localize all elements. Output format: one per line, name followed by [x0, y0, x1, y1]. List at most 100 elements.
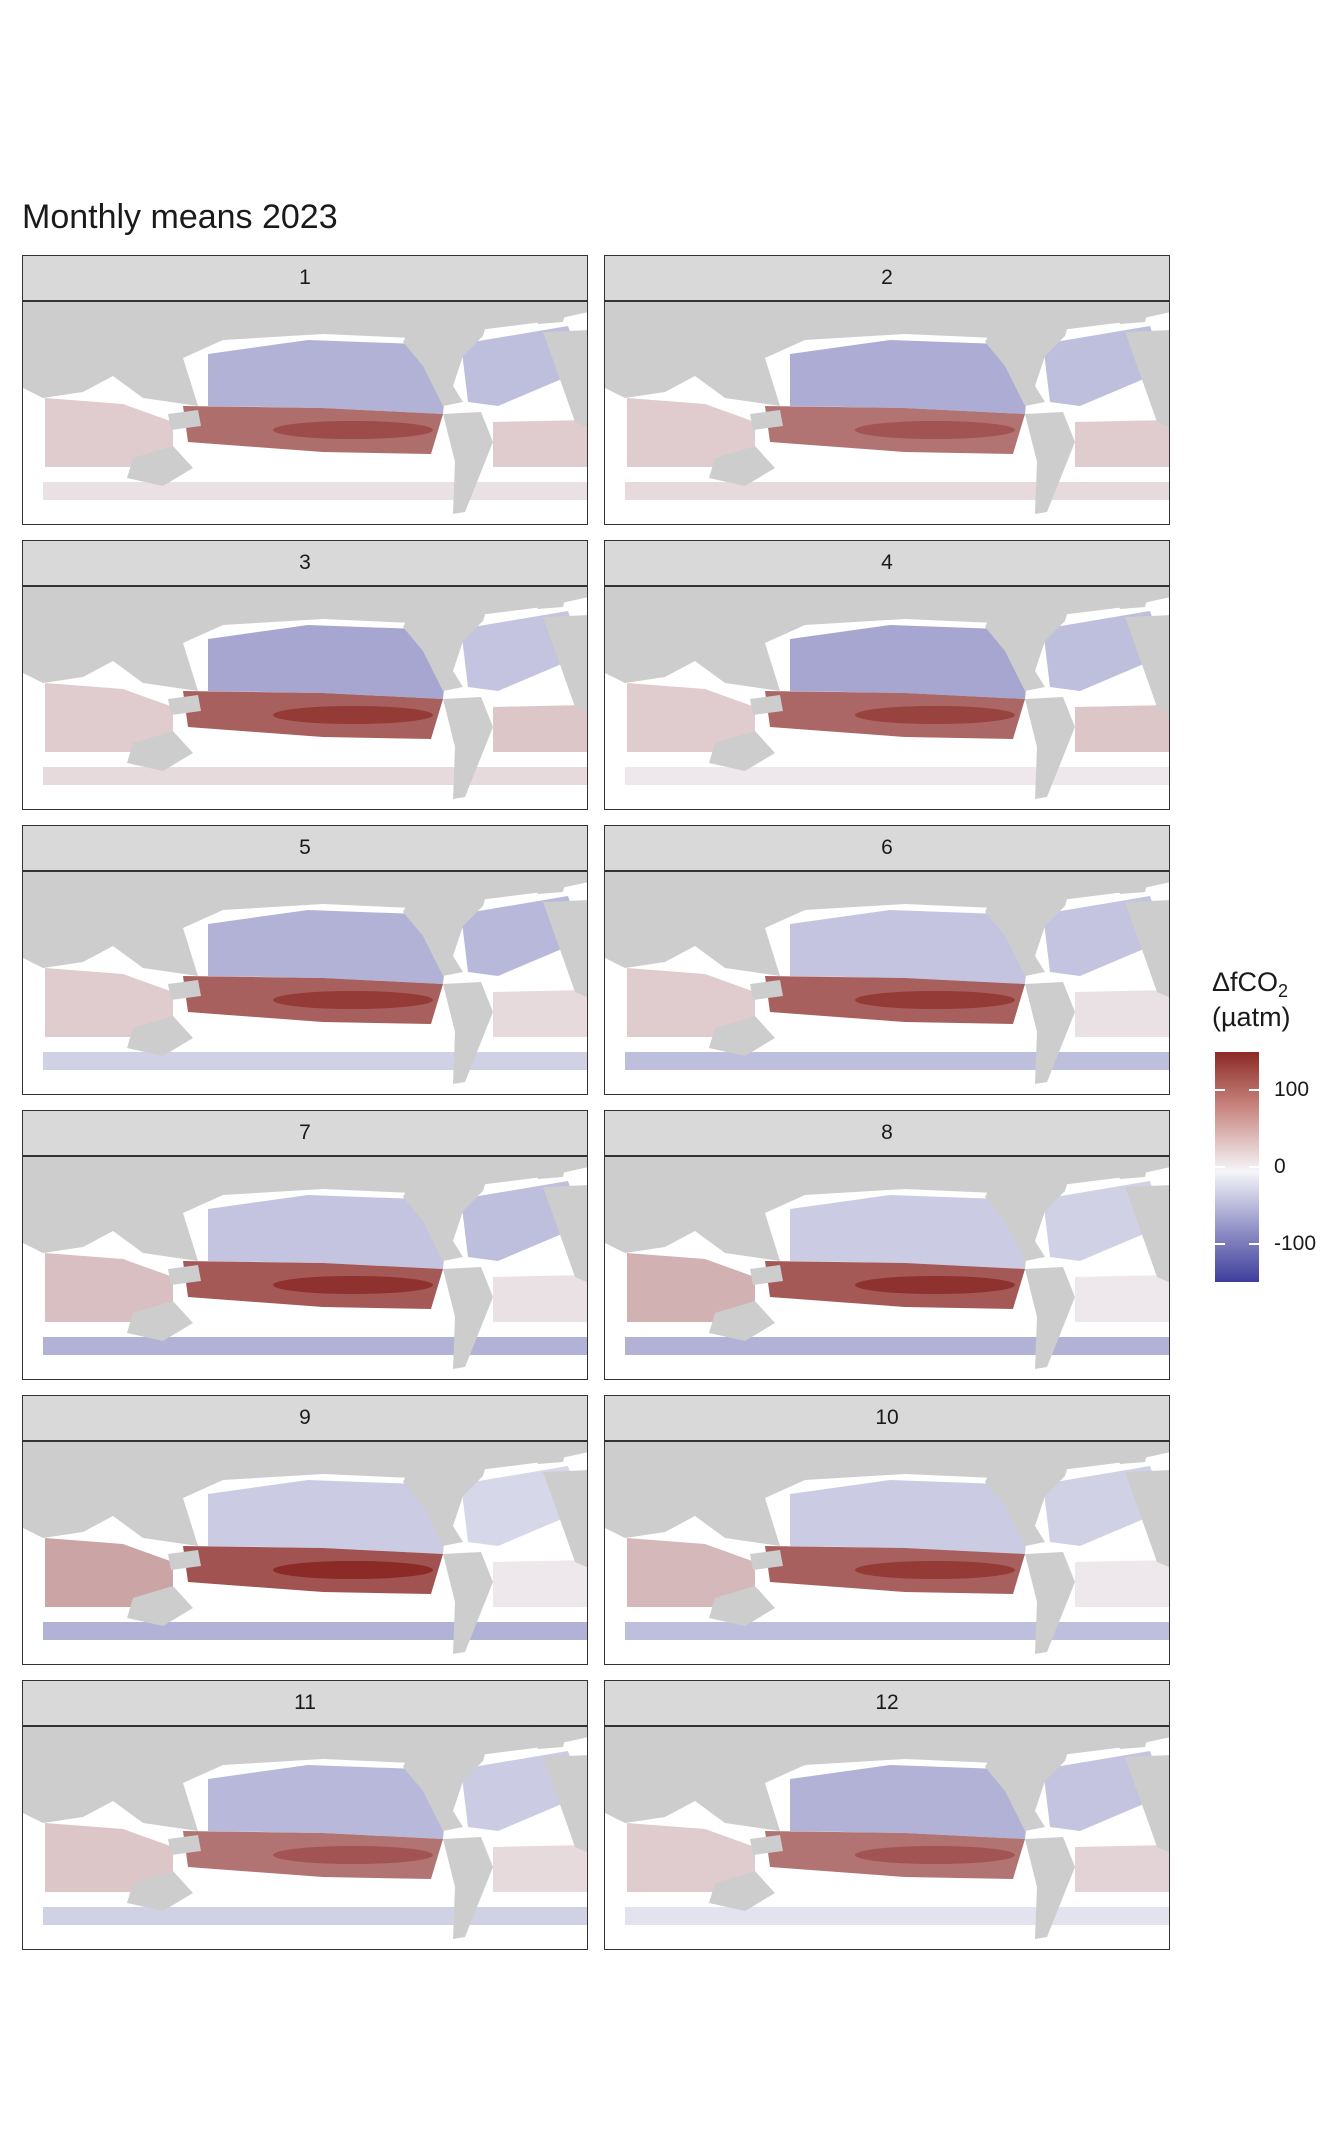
eq-pacific-core [273, 991, 433, 1009]
facet-strip-label: 6 [605, 826, 1169, 872]
eq-pacific-core [273, 421, 433, 439]
maritime-continent-landmass [750, 1265, 783, 1285]
ocean-region-n-pacific [790, 625, 1030, 699]
facet-panel: 2 [604, 255, 1170, 525]
africa-landmass [543, 1185, 587, 1283]
north-america-landmass [985, 587, 1075, 691]
facet-strip-label: 9 [23, 1396, 587, 1442]
maritime-continent-landmass [168, 695, 201, 715]
ocean-region-indian [45, 683, 173, 752]
greenland-landmass [1110, 302, 1150, 324]
facet-strip-label: 5 [23, 826, 587, 872]
north-america-landmass [403, 587, 493, 691]
facet-strip-label: 8 [605, 1111, 1169, 1157]
ocean-region-s-ocean [625, 482, 1169, 500]
eq-pacific-core [855, 991, 1015, 1009]
facet-panel: 12 [604, 1680, 1170, 1950]
south-america-landmass [1025, 1267, 1075, 1369]
ocean-region-s-ocean [43, 767, 587, 785]
ocean-region-indian [627, 683, 755, 752]
facet-strip-label: 1 [23, 256, 587, 302]
ocean-region-s-atlantic [1075, 990, 1169, 1037]
greenland-landmass [528, 1442, 568, 1464]
facet-strip-label: 10 [605, 1396, 1169, 1442]
ocean-region-s-atlantic [1075, 420, 1169, 467]
north-america-landmass [403, 1157, 493, 1261]
ocean-region-n-pacific [208, 1195, 448, 1269]
ocean-region-indian [627, 1253, 755, 1322]
legend-tick-left [1215, 1089, 1225, 1092]
south-america-landmass [443, 1552, 493, 1654]
south-america-landmass [1025, 412, 1075, 514]
eq-pacific-core [273, 1846, 433, 1864]
legend-title: ΔfCO2 [1212, 967, 1289, 1001]
map-heatmap [23, 302, 587, 524]
legend-tick-right [1249, 1166, 1259, 1168]
ocean-region-s-ocean [625, 1622, 1169, 1640]
eq-pacific-core [273, 1561, 433, 1579]
map-heatmap [23, 1727, 587, 1949]
ocean-region-s-atlantic [1075, 1560, 1169, 1607]
australia-landmass [127, 731, 193, 771]
australia-landmass [127, 1016, 193, 1056]
chart-title: Monthly means 2023 [22, 198, 338, 236]
legend-units: (µatm) [1212, 1002, 1291, 1032]
facet-panel: 8 [604, 1110, 1170, 1380]
map-heatmap [23, 1157, 587, 1379]
africa-landmass [1125, 1755, 1169, 1853]
ocean-region-s-ocean [43, 482, 587, 500]
facet-strip-label: 4 [605, 541, 1169, 587]
greenland-landmass [1110, 1442, 1150, 1464]
australia-landmass [709, 1016, 775, 1056]
ocean-region-s-ocean [625, 767, 1169, 785]
legend-tick-left [1215, 1166, 1225, 1168]
facet-panel: 11 [22, 1680, 588, 1950]
maritime-continent-landmass [168, 1550, 201, 1570]
greenland-landmass [528, 1157, 568, 1179]
ocean-region-indian [627, 968, 755, 1037]
ocean-region-n-pacific [790, 1480, 1030, 1554]
africa-landmass [543, 615, 587, 713]
map-heatmap [23, 1442, 587, 1664]
north-america-landmass [985, 1727, 1075, 1831]
north-america-landmass [985, 1157, 1075, 1261]
greenland-landmass [528, 872, 568, 894]
eq-pacific-core [855, 706, 1015, 724]
ocean-region-s-atlantic [493, 990, 587, 1037]
australia-landmass [127, 1871, 193, 1911]
australia-landmass [127, 446, 193, 486]
facet-panel: 1 [22, 255, 588, 525]
australia-landmass [709, 731, 775, 771]
facet-strip-label: 11 [23, 1681, 587, 1727]
map-heatmap [605, 587, 1169, 809]
greenland-landmass [1110, 872, 1150, 894]
north-america-landmass [403, 1442, 493, 1546]
north-america-landmass [403, 1727, 493, 1831]
ocean-region-s-atlantic [1075, 705, 1169, 752]
ocean-region-s-atlantic [1075, 1845, 1169, 1892]
ocean-region-s-ocean [625, 1907, 1169, 1925]
ocean-region-n-pacific [790, 340, 1030, 414]
eq-pacific-core [855, 421, 1015, 439]
ocean-region-indian [45, 398, 173, 467]
legend-tick-label: -100 [1274, 1231, 1317, 1255]
greenland-landmass [1110, 1727, 1150, 1749]
greenland-landmass [1110, 1157, 1150, 1179]
ocean-region-s-ocean [43, 1337, 587, 1355]
greenland-landmass [528, 1727, 568, 1749]
australia-landmass [709, 1871, 775, 1911]
maritime-continent-landmass [750, 980, 783, 1000]
facet-panel: 7 [22, 1110, 588, 1380]
africa-landmass [1125, 900, 1169, 998]
ocean-region-indian [627, 398, 755, 467]
eq-pacific-core [855, 1846, 1015, 1864]
south-america-landmass [443, 1267, 493, 1369]
south-america-landmass [443, 412, 493, 514]
legend-tick-right [1249, 1089, 1259, 1092]
australia-landmass [127, 1586, 193, 1626]
africa-landmass [1125, 330, 1169, 428]
map-heatmap [605, 872, 1169, 1094]
maritime-continent-landmass [168, 1265, 201, 1285]
ocean-region-indian [627, 1538, 755, 1607]
map-heatmap [605, 302, 1169, 524]
